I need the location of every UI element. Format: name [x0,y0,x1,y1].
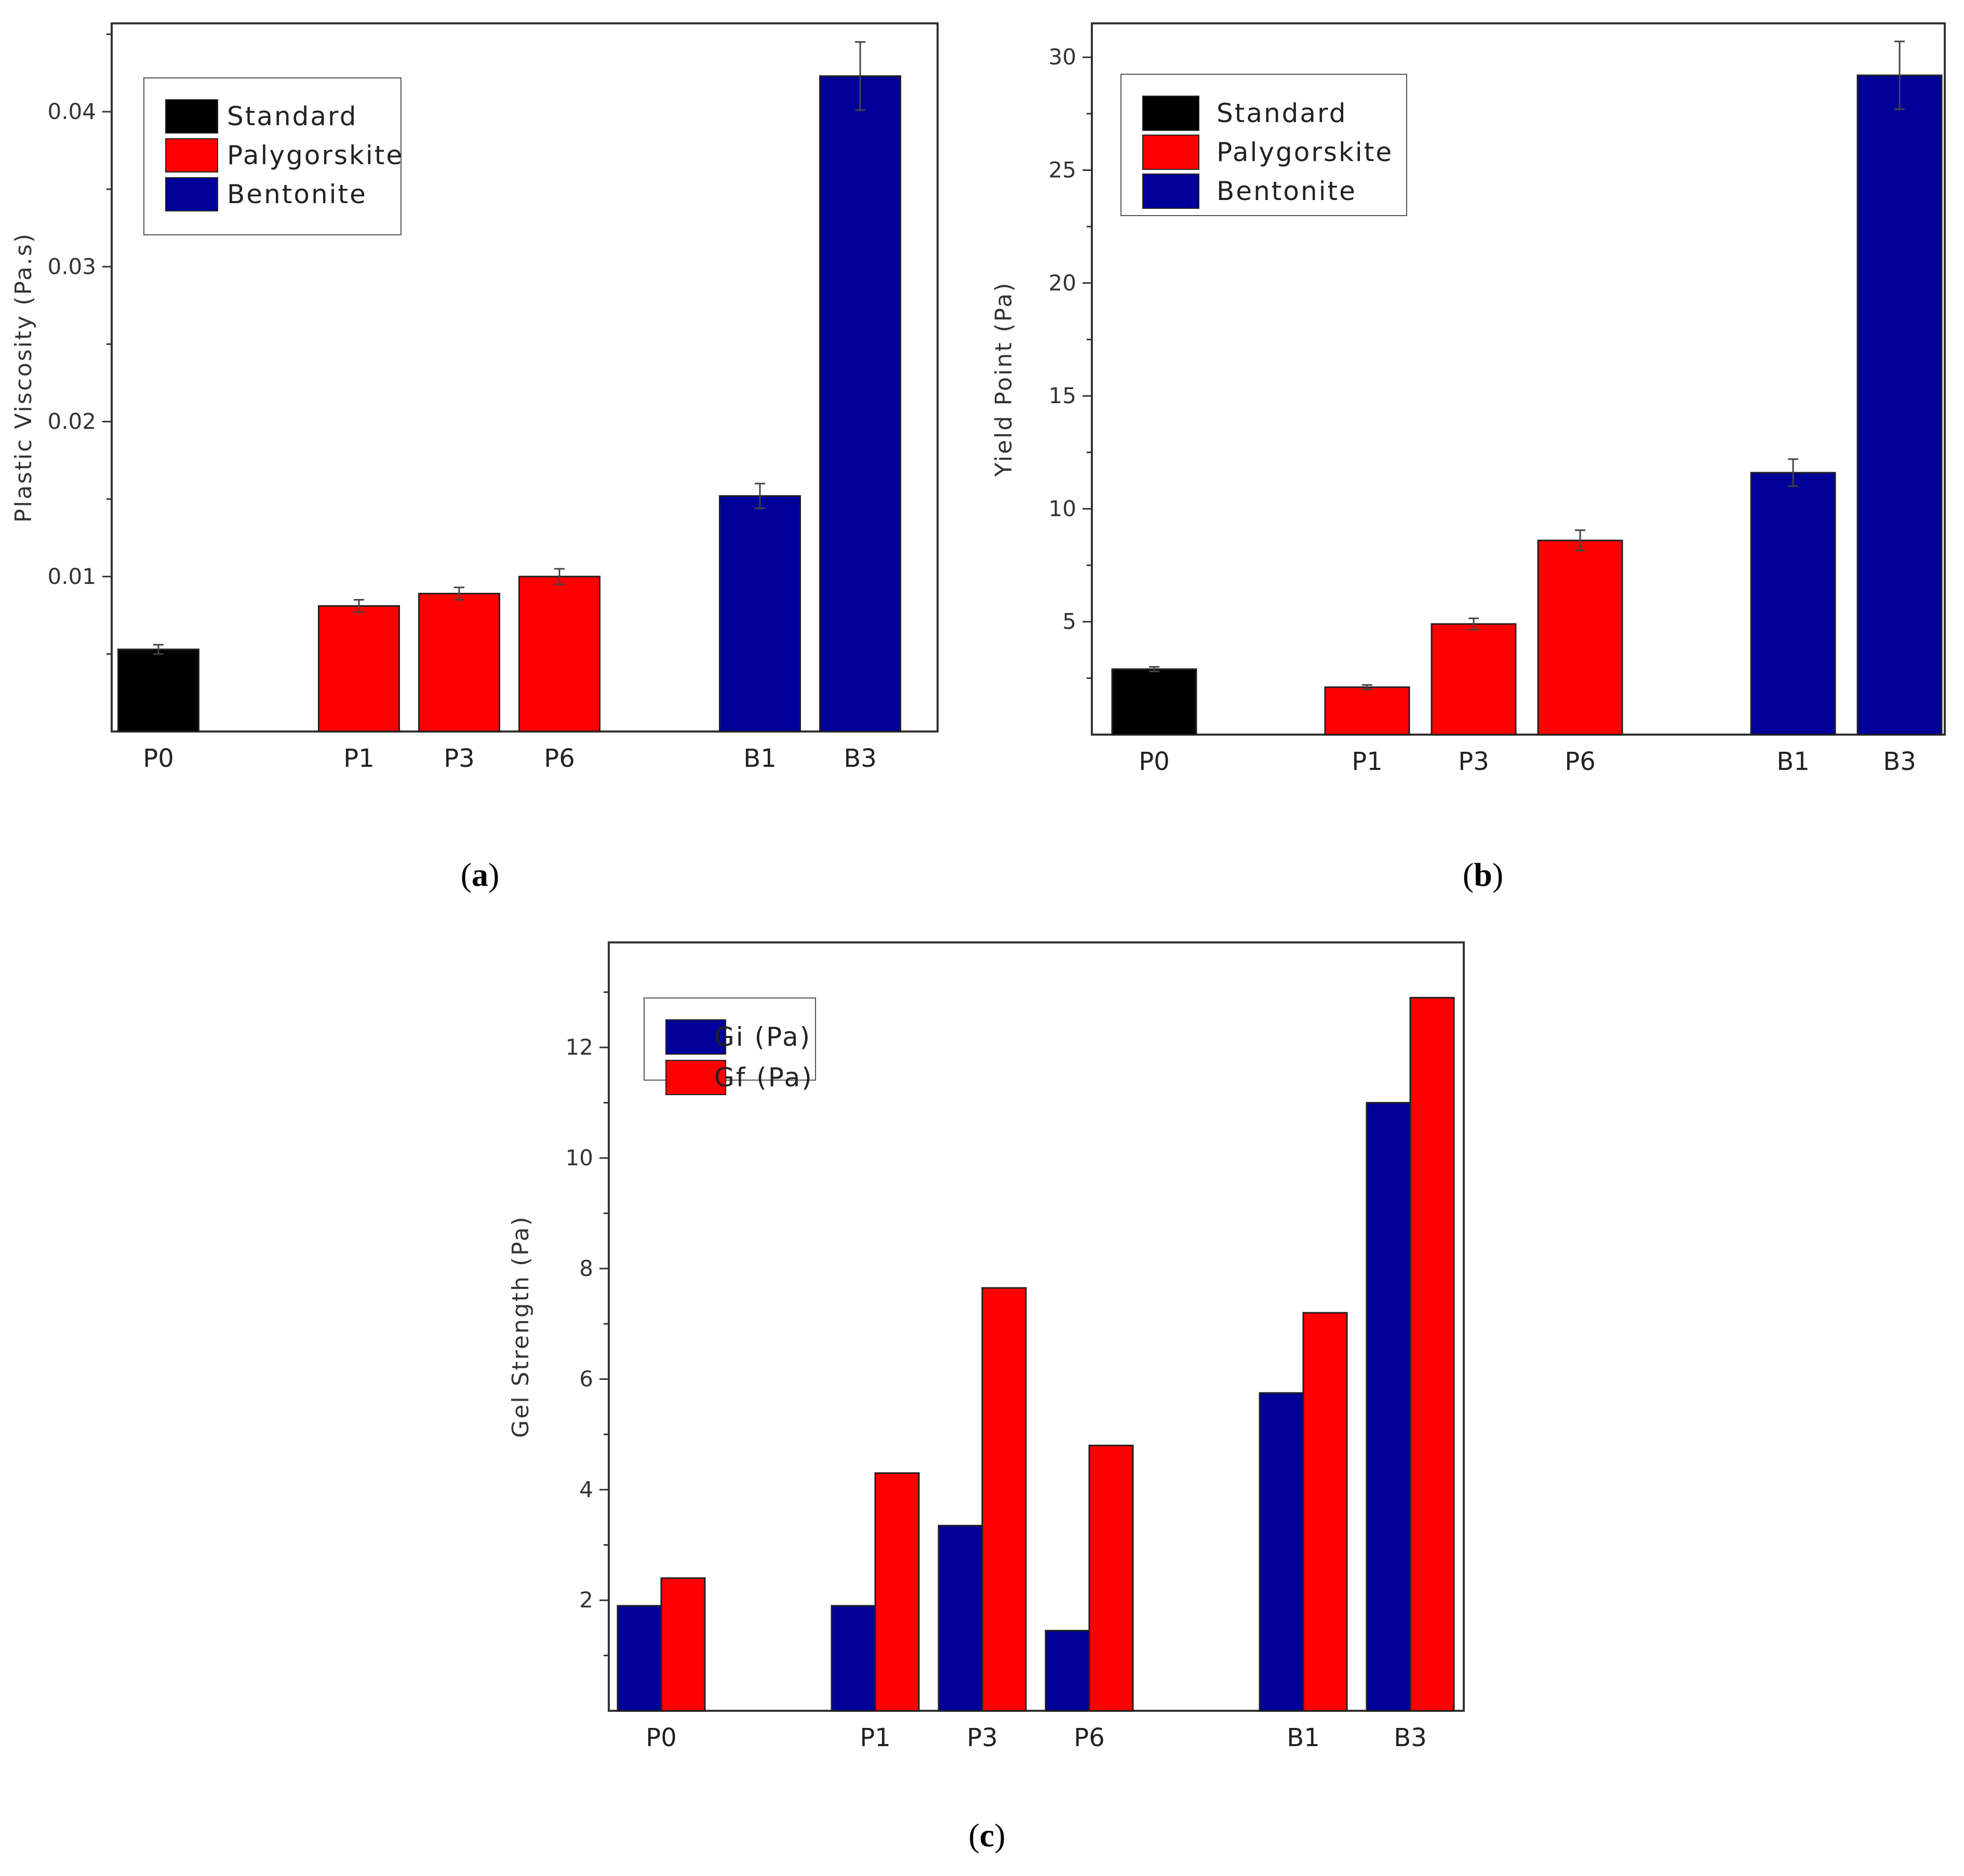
y-axis-title: Gel Strength (Pa) [507,1215,534,1438]
x-category-label: B3 [844,744,876,773]
x-category-label: P3 [967,1723,997,1752]
bar-P1-gf [874,1472,920,1712]
legend-swatch [665,1019,726,1055]
bar-P6 [518,576,600,733]
caption-a: (a) [460,856,500,893]
error-bar-P1 [354,598,364,613]
legend: Standard Palygorskite Bentonite [1120,74,1407,216]
bar-P3 [1431,623,1517,736]
bar-P3-gf [981,1287,1027,1712]
bar-B3 [1856,74,1943,736]
bar-B3-gi [1366,1102,1411,1712]
x-category-label: P3 [444,744,474,773]
bar-P6-gi [1045,1630,1090,1712]
x-category-label: P0 [646,1723,676,1752]
bar-P0-gf [660,1577,706,1712]
legend-swatch [1142,96,1199,131]
x-category-label: P6 [544,744,574,773]
legend-label: Palygorskite [1217,137,1393,167]
x-category-label: B3 [1394,1723,1426,1752]
x-category-label: P0 [143,744,173,773]
y-tick-label: 12 [566,1034,593,1060]
y-tick-label: 10 [566,1145,593,1170]
y-tick-label: 20 [1049,270,1076,296]
legend-swatch [1142,174,1199,209]
bar-P1 [1324,686,1410,736]
legend: Gi (Pa) Gf (Pa) [644,997,816,1095]
x-category-label: B3 [1883,747,1916,776]
error-bar-B3 [855,41,865,111]
error-bar-B1 [755,483,765,510]
bar-P6-gf [1088,1444,1134,1712]
bar-P1 [318,605,400,733]
bar-B1 [1750,472,1836,736]
caption-b: (b) [1462,856,1504,893]
y-axis-title: Plastic Viscosity (Pa.s) [10,232,37,523]
bar-B1-gf [1302,1312,1348,1712]
bar-P0 [117,648,199,733]
legend-swatch [165,99,218,134]
y-tick-label: 2 [579,1587,593,1613]
error-bar-P0 [153,644,164,655]
x-category-label: P1 [1352,747,1382,776]
error-bar-P1 [1362,684,1372,690]
error-bar-P3 [454,587,464,601]
y-tick-label: 5 [1062,609,1076,634]
x-category-label: P6 [1565,747,1595,776]
x-category-label: B1 [743,744,776,773]
legend-label: Standard [227,101,357,131]
legend-label: Gf (Pa) [714,1062,813,1093]
y-tick-label: 8 [579,1256,593,1281]
legend-swatch [1142,135,1199,170]
bar-B1-gi [1259,1392,1304,1712]
error-bar-P3 [1468,617,1479,631]
bar-P1-gi [831,1605,876,1712]
x-category-label: B1 [1287,1723,1319,1752]
bar-B3 [819,75,901,733]
bar-B1 [719,495,801,733]
bar-P3 [418,593,500,733]
x-category-label: P1 [343,744,374,773]
y-tick-label: 25 [1049,157,1076,182]
bar-B3-gf [1409,996,1455,1712]
bar-P0-gi [617,1605,662,1712]
legend-label: Gi (Pa) [714,1022,811,1052]
legend-swatch [665,1060,726,1095]
legend-swatch [165,177,218,211]
legend-label: Bentonite [227,179,367,209]
x-category-label: P6 [1074,1723,1104,1752]
y-axis-title: Yield Point (Pa) [991,282,1017,477]
legend-swatch [165,138,218,172]
y-tick-label: 15 [1049,383,1076,408]
chart-b: 5 10 15 20 25 30 Yield Point (Pa) P0 P1 P3 P6 B1 B3 S… [991,22,1946,776]
legend-label: Bentonite [1217,176,1357,206]
x-category-label: P1 [860,1723,890,1752]
y-tick-label: 0.03 [47,254,96,279]
x-category-label: B1 [1776,747,1809,776]
x-category-label: P3 [1458,747,1489,776]
y-tick-label: 4 [579,1476,593,1502]
legend-label: Palygorskite [227,140,404,170]
caption-c: (c) [968,1817,1006,1854]
bar-P6 [1537,539,1623,736]
error-bar-P6 [1575,529,1585,552]
chart-c: 2 4 6 8 10 12 Gel Strength (Pa) P0 P1 P3 P6 B1 B3 Gi … [507,941,1465,1752]
bar-P0 [1111,668,1197,736]
y-tick-label: 0.02 [47,409,96,434]
error-bar-P6 [554,568,565,586]
legend: Standard Palygorskite Bentonite [143,77,404,235]
error-bar-B3 [1894,41,1905,110]
x-category-label: P0 [1139,747,1169,776]
y-tick-label: 10 [1049,496,1076,521]
bar-P3-gi [938,1525,983,1712]
y-tick-label: 0.01 [47,564,96,589]
y-tick-label: 0.04 [47,99,96,124]
chart-a: 0.01 0.02 0.03 0.04 Plastic Viscosity (Pa.s)… [10,22,939,773]
error-bar-B1 [1788,458,1798,487]
y-tick-label: 6 [579,1366,593,1392]
y-tick-label: 30 [1049,44,1076,70]
error-bar-P0 [1149,666,1159,672]
legend-label: Standard [1217,98,1347,128]
